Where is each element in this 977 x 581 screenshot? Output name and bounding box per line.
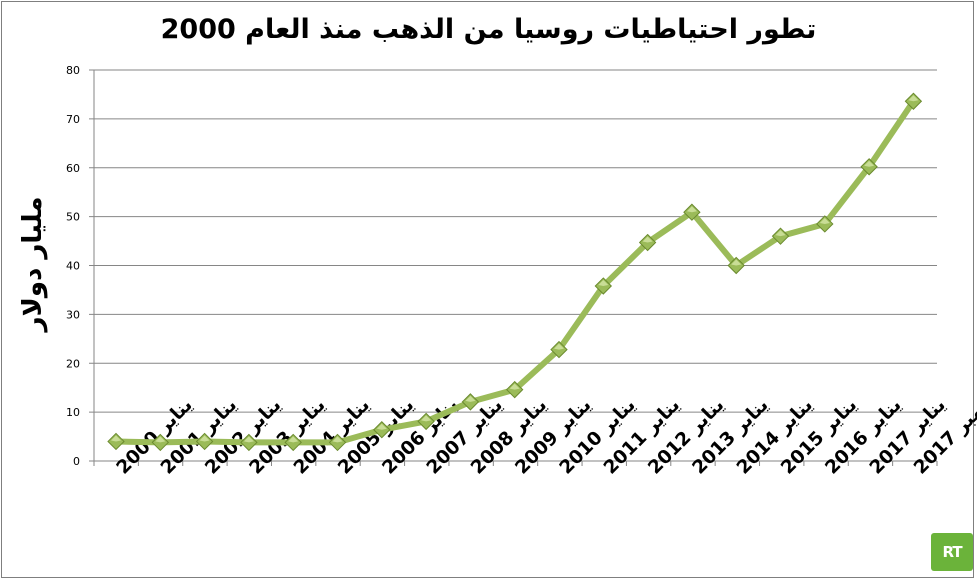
y-tick-label: 80 [66, 64, 80, 77]
y-tick-label: 50 [66, 211, 80, 224]
data-point-highlight [642, 236, 653, 243]
y-tick-label: 40 [66, 260, 80, 273]
y-tick-labels: 0 10 20 30 40 50 60 70 80 [66, 64, 80, 468]
data-point-highlight [199, 435, 210, 442]
y-tick-label: 20 [66, 357, 80, 370]
data-point-highlight [731, 259, 742, 266]
data-point-highlight [243, 436, 254, 443]
gridlines [94, 69, 937, 413]
data-point-highlight [598, 280, 609, 287]
data-point-highlight [111, 435, 121, 442]
y-tick-label: 10 [66, 406, 80, 419]
data-point-highlight [908, 95, 919, 102]
data-point-highlight [288, 436, 299, 443]
axes [89, 69, 938, 466]
data-point-highlight [509, 383, 520, 390]
y-tick-label: 0 [73, 455, 80, 468]
data-point-highlight [819, 217, 830, 224]
data-point-highlight [864, 160, 875, 167]
data-point-highlight [421, 415, 432, 422]
data-point-highlight [332, 436, 343, 443]
data-point-highlight [775, 230, 786, 237]
series-gold-reserves [107, 92, 923, 452]
data-point-highlight [554, 343, 564, 350]
y-tick-label: 70 [66, 113, 80, 126]
y-tick-label: 30 [66, 308, 80, 321]
data-point-highlight [376, 423, 387, 430]
rt-logo: RT [931, 533, 973, 571]
y-tick-label: 60 [66, 162, 80, 175]
data-point-highlight [686, 206, 697, 213]
data-point-highlight [465, 395, 476, 402]
chart-title: تطور احتياطيات روسيا من الذهب منذ العام … [160, 14, 817, 45]
data-point-highlight [155, 436, 166, 443]
